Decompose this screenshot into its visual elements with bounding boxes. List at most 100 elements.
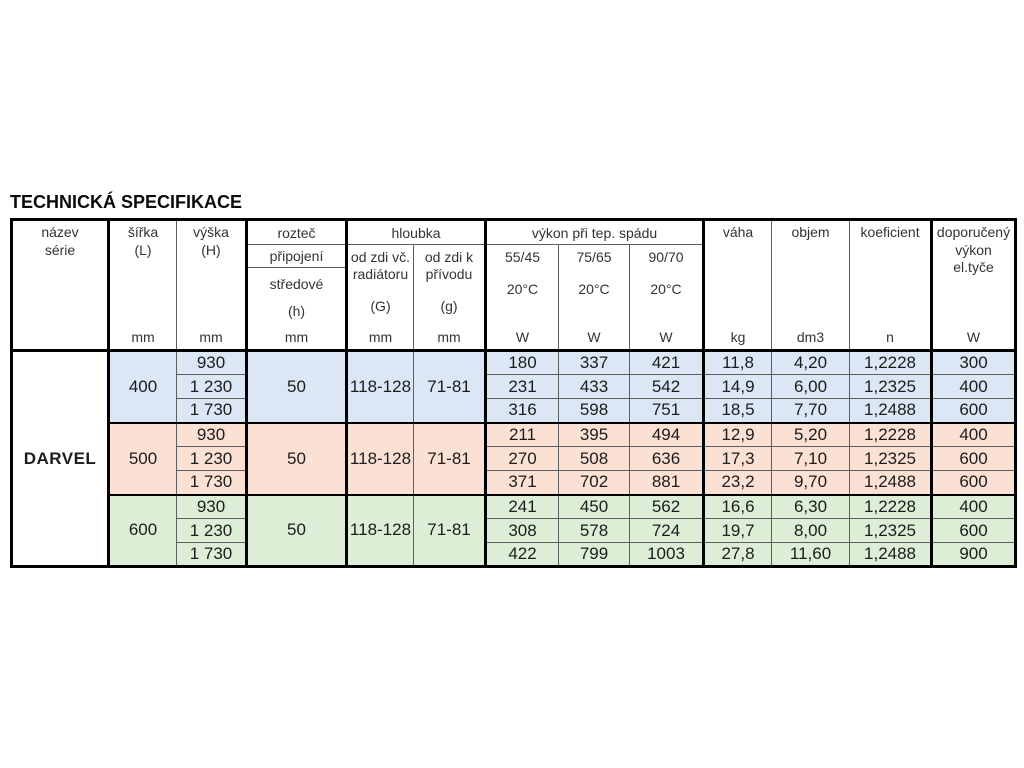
header-hloubka-group: hloubka [345, 219, 488, 245]
cell-koeficient: 1,2488 [849, 470, 934, 495]
spec-table: název série šířka (L) mm výška (H) mm rozt… [10, 218, 1018, 568]
cell-vyska: 1 230 [176, 374, 248, 399]
cell-doporuceny: 600 [931, 398, 1017, 423]
header-vyska-unit: mm [199, 329, 223, 345]
header-temp-5545-label: 55/45 [504, 248, 541, 265]
cell-doporuceny: 600 [931, 446, 1017, 471]
header-hloubka-g2-sub: (g) [440, 298, 458, 314]
header-hloubka-g2-label: od zdi k přívodu [424, 248, 474, 283]
cell-koeficient: 1,2228 [849, 349, 934, 375]
header-vykon-group: výkon při tep. spádu [485, 219, 706, 245]
cell-vykon-7565: 508 [558, 446, 631, 471]
header-temp-9070-unit: W [659, 328, 673, 345]
header-temp-7565-degrees: 20°C [578, 280, 610, 297]
cell-vykon-9070: 724 [629, 518, 706, 543]
cell-koeficient: 1,2488 [849, 398, 934, 423]
header-koeficient-label: koeficient [860, 224, 920, 240]
cell-doporuceny: 400 [931, 421, 1017, 447]
cell-roztec: 50 [246, 421, 348, 495]
cell-vykon-7565: 395 [558, 421, 631, 447]
header-vyska: výška (H) mm [176, 219, 248, 351]
cell-vykon-9070: 636 [629, 446, 706, 471]
series-name-cell: DARVEL [11, 349, 110, 567]
cell-objem: 6,00 [771, 374, 851, 399]
header-sirka: šířka (L) mm [108, 219, 177, 351]
cell-vaha: 23,2 [703, 470, 773, 495]
cell-vaha: 19,7 [703, 518, 773, 543]
header-hloubka-g-unit: mm [368, 328, 393, 345]
cell-objem: 4,20 [771, 349, 851, 375]
cell-doporuceny: 400 [931, 493, 1017, 519]
cell-vykon-5545: 371 [485, 470, 560, 495]
cell-vykon-9070: 881 [629, 470, 706, 495]
cell-vykon-9070: 542 [629, 374, 706, 399]
cell-koeficient: 1,2228 [849, 421, 934, 447]
header-temp-7565-unit: W [587, 328, 601, 345]
header-vaha: váha kg [703, 219, 773, 351]
cell-hloubka-g: 118-128 [346, 493, 414, 567]
cell-objem: 9,70 [771, 470, 851, 495]
header-hloubka-g-label: od zdi vč. radiátoru [350, 248, 411, 283]
header-hloubka-g2: od zdi k přívodu (g) mm [412, 244, 488, 351]
cell-vyska: 930 [176, 349, 248, 375]
cell-vaha: 11,8 [703, 349, 773, 375]
cell-vaha: 12,9 [703, 421, 773, 447]
cell-vykon-5545: 211 [485, 421, 560, 447]
header-hloubka-g2-unit: mm [437, 328, 461, 345]
header-temp-9070-degrees: 20°C [650, 280, 682, 297]
cell-vykon-9070: 1003 [629, 542, 706, 567]
cell-vykon-5545: 180 [485, 349, 560, 375]
header-doporuceny-label: doporučený výkon el.tyče [936, 224, 1011, 275]
cell-roztec: 50 [246, 493, 348, 567]
cell-vykon-5545: 316 [485, 398, 560, 423]
cell-koeficient: 1,2325 [849, 446, 934, 471]
header-objem-unit: dm3 [796, 329, 825, 345]
cell-doporuceny: 400 [931, 374, 1017, 399]
cell-hloubka-g2: 71-81 [412, 349, 488, 423]
cell-hloubka-g: 118-128 [346, 421, 414, 495]
cell-vyska: 1 230 [176, 446, 248, 471]
header-koeficient-unit: n [886, 329, 894, 345]
header-temp-5545-unit: W [515, 328, 530, 345]
cell-vaha: 17,3 [703, 446, 773, 471]
cell-vyska: 930 [176, 493, 248, 519]
cell-vykon-7565: 450 [558, 493, 631, 519]
cell-doporuceny: 600 [931, 518, 1017, 543]
cell-vyska: 1 730 [176, 542, 248, 567]
cell-roztec: 50 [246, 349, 348, 423]
cell-vaha: 16,6 [703, 493, 773, 519]
header-hloubka-g-sub: (G) [370, 298, 391, 314]
cell-koeficient: 1,2488 [849, 542, 934, 567]
cell-vyska: 1 730 [176, 398, 248, 423]
cell-doporuceny: 600 [931, 470, 1017, 495]
header-temp-7565: 75/65 20°C W [558, 244, 631, 351]
cell-vaha: 14,9 [703, 374, 773, 399]
header-vaha-unit: kg [730, 329, 746, 345]
header-vaha-label: váha [722, 224, 754, 240]
cell-vykon-7565: 578 [558, 518, 631, 543]
cell-vykon-5545: 270 [485, 446, 560, 471]
cell-sirka-400: 400 [108, 349, 177, 423]
cell-vykon-9070: 421 [629, 349, 706, 375]
header-vyska-label: výška (H) [193, 224, 229, 258]
cell-koeficient: 1,2228 [849, 493, 934, 519]
header-hloubka-g: od zdi vč. radiátoru (G) mm [346, 244, 414, 351]
cell-sirka-500: 500 [108, 421, 177, 495]
header-doporuceny-unit: W [966, 329, 981, 345]
header-temp-5545-degrees: 20°C [506, 280, 539, 297]
header-roztec: rozteč [246, 219, 348, 245]
cell-doporuceny: 300 [931, 349, 1017, 375]
cell-vykon-5545: 422 [485, 542, 560, 567]
cell-vykon-7565: 337 [558, 349, 631, 375]
cell-vykon-7565: 799 [558, 542, 631, 567]
cell-vykon-9070: 562 [629, 493, 706, 519]
cell-doporuceny: 900 [931, 542, 1017, 567]
header-temp-9070: 90/70 20°C W [629, 244, 706, 351]
cell-objem: 5,20 [771, 421, 851, 447]
header-koeficient: koeficient n [849, 219, 934, 351]
header-sirka-label: šířka (L) [127, 224, 159, 258]
cell-hloubka-g: 118-128 [346, 349, 414, 423]
cell-vyska: 930 [176, 421, 248, 447]
cell-hloubka-g2: 71-81 [412, 421, 488, 495]
